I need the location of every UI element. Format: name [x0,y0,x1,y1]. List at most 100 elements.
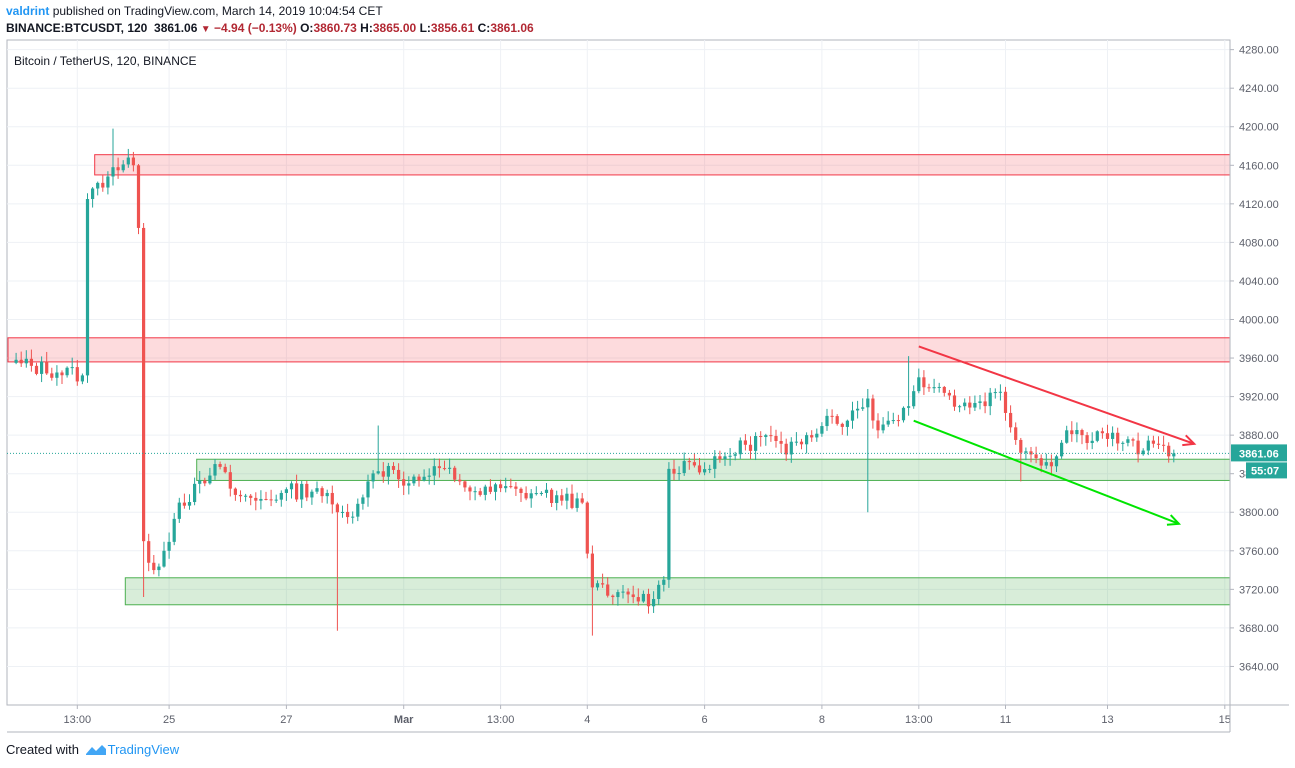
candle [346,503,350,524]
candle-body [871,398,875,421]
candle-body [662,579,666,585]
candle [1029,447,1033,463]
candle-body [381,471,385,477]
candle [417,474,421,487]
candle [1075,422,1079,443]
candle-body [1121,442,1125,444]
candle-body [626,591,630,595]
candle-body [723,456,727,460]
candle [284,487,288,501]
candle [177,497,181,523]
candle-body [1009,412,1013,428]
candle [402,471,406,496]
candle-body [1095,431,1099,441]
candle [636,588,640,606]
candle-body [213,464,217,476]
candle-body [1070,430,1074,435]
last-price-tag: 3861.06 [1231,444,1287,462]
candle [238,490,243,503]
candle [805,432,809,454]
candle-body [616,592,620,598]
candle-body [157,566,161,571]
y-tick-label: 4240.00 [1239,83,1279,95]
candle [249,493,253,506]
candle [96,181,100,196]
candle [203,477,207,487]
candle-body [590,553,594,588]
candle [718,450,722,463]
trendlines-layer [913,345,1197,526]
candle [514,482,518,496]
candle [198,470,202,494]
candle [483,484,487,501]
tradingview-brand[interactable]: TradingView [107,742,180,757]
candle [886,411,890,427]
candle-body [646,593,651,607]
candle [1049,454,1053,476]
candle [1156,436,1161,450]
candle [876,413,880,439]
close-value: 3861.06 [490,21,534,35]
candle-body [14,359,18,363]
candle [748,436,753,460]
candles-layer [14,128,1176,636]
resistance-zone [94,154,1231,176]
candle [228,464,232,497]
candle [912,385,916,409]
candle [1116,427,1120,451]
candle [1054,454,1059,473]
candle-body [942,386,946,393]
x-tick-label: 13 [1101,714,1113,726]
candle [386,462,390,485]
candle-body [861,407,865,409]
candle [560,488,564,506]
candle-body [172,518,176,542]
candle [509,478,513,489]
candle [330,485,334,514]
candle-body [631,594,635,598]
candle-body [886,420,890,425]
candle [111,128,115,186]
candle [427,468,431,485]
candle-body [437,466,441,469]
candle [595,580,600,591]
candle-body [585,502,589,554]
symbol-label: BINANCE:BTCUSDT, 120 [6,21,148,35]
candle-body [218,464,222,467]
candle-body [580,498,584,503]
candle-body [978,401,982,403]
candle-body [952,395,957,407]
candle [845,419,849,436]
candle [907,356,911,416]
candle [29,349,33,372]
candle [40,356,44,383]
candle-body [748,444,753,451]
candle [754,432,758,461]
high-value: 3865.00 [372,21,417,35]
resistance-zone [7,337,1231,363]
candle [555,490,559,511]
candle-body [896,420,900,422]
candle [142,223,146,598]
last-price: 3861.06 [154,21,198,35]
candle-body [40,361,44,374]
y-tick-label: 3640.00 [1239,661,1279,673]
candle [835,414,839,426]
candle [1141,448,1145,456]
y-tick-label: 3880.00 [1239,430,1279,442]
x-tick-label: 8 [819,714,825,726]
author-name[interactable]: valdrint [6,4,50,18]
candle [1167,442,1171,463]
footer: Created with TradingView [6,742,179,759]
candle [1126,436,1130,447]
candle-body [539,492,543,494]
candle-body [50,373,54,378]
candle [361,494,365,510]
candle [351,511,355,524]
candle-body [825,415,829,427]
candle-body [417,476,421,481]
candle-body [391,465,396,470]
candle [136,164,141,235]
candle [325,489,329,504]
